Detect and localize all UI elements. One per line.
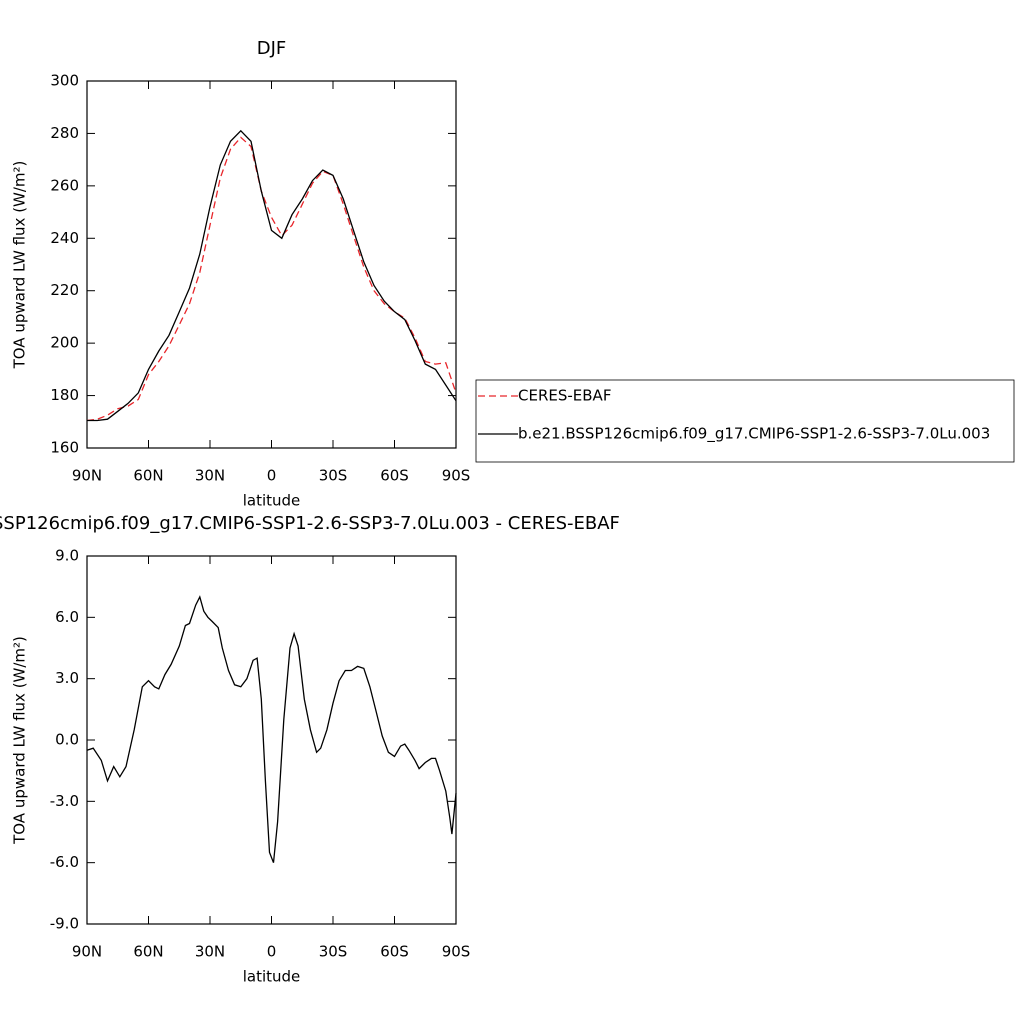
y-tick-label: 6.0 [55, 608, 79, 626]
legend-label: b.e21.BSSP126cmip6.f09_g17.CMIP6-SSP1-2.… [518, 425, 990, 444]
x-tick-label: 0 [267, 943, 277, 961]
plot-frame [86, 80, 457, 449]
legend-label: CERES-EBAF [518, 387, 611, 405]
x-tick-label: 60S [380, 943, 409, 961]
x-tick-label: 90S [442, 943, 471, 961]
x-tick-label: 30S [319, 943, 348, 961]
x-axis-label: latitude [243, 968, 301, 986]
y-tick-label: 300 [50, 72, 79, 90]
y-tick-label: 160 [50, 439, 79, 457]
x-tick-label: 30N [195, 467, 225, 485]
x-tick-label: 0 [267, 467, 277, 485]
x-axis-label: latitude [243, 492, 301, 510]
y-tick-label: 200 [50, 334, 79, 352]
x-tick-label: 30S [319, 467, 348, 485]
data-line [87, 129, 457, 422]
y-tick-label: 220 [50, 281, 79, 299]
y-tick-label: -3.0 [50, 792, 79, 810]
y-axis-label: TOA upward LW flux (W/m²) [11, 161, 29, 370]
y-tick-label: 260 [50, 176, 79, 194]
legend-box [475, 379, 1015, 463]
y-tick-label: 9.0 [55, 547, 79, 565]
x-tick-label: 90N [72, 943, 102, 961]
y-tick-label: -6.0 [50, 853, 79, 871]
x-tick-label: 90S [442, 467, 471, 485]
y-tick-label: 240 [50, 229, 79, 247]
x-tick-label: 90N [72, 467, 102, 485]
y-tick-label: 280 [50, 124, 79, 142]
plot-frame [86, 555, 457, 925]
y-axis-label: TOA upward LW flux (W/m²) [11, 636, 29, 845]
data-line [86, 136, 457, 422]
x-tick-label: 30N [195, 943, 225, 961]
y-tick-label: 180 [50, 386, 79, 404]
x-tick-label: 60N [133, 943, 163, 961]
chart-title: DJF [257, 38, 287, 59]
y-tick-label: 3.0 [55, 669, 79, 687]
y-tick-label: 0.0 [55, 731, 79, 749]
x-tick-label: 60N [133, 467, 163, 485]
chart-title: b.e21.BSSP126cmip6.f09_g17.CMIP6-SSP1-2.… [0, 513, 620, 534]
y-tick-label: -9.0 [50, 915, 79, 933]
x-tick-label: 60S [380, 467, 409, 485]
data-line [86, 595, 457, 863]
